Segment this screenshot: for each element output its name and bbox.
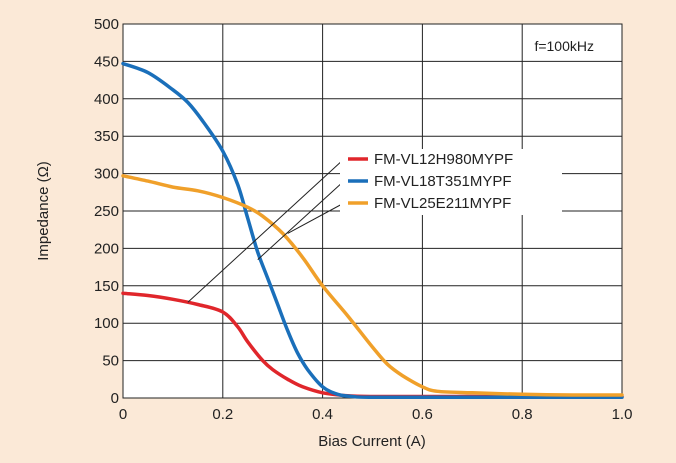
x-axis-label: Bias Current (A) bbox=[318, 433, 426, 450]
x-tick-label: 0.2 bbox=[212, 406, 233, 423]
y-tick-label: 100 bbox=[94, 315, 119, 332]
series-line-fm-vl18t351mypf bbox=[121, 61, 624, 400]
y-tick-label: 200 bbox=[94, 240, 119, 257]
y-tick-label: 500 bbox=[94, 16, 119, 33]
series-line-fm-vl25e211mypf bbox=[121, 174, 624, 397]
x-tick-label: 0.6 bbox=[412, 406, 433, 423]
y-tick-label: 400 bbox=[94, 91, 119, 108]
legend-label: FM-VL12H980MYPF bbox=[374, 151, 513, 168]
x-tick-label: 0 bbox=[119, 406, 127, 423]
legend-label: FM-VL25E211MYPF bbox=[374, 195, 511, 212]
y-axis-label: Impedance (Ω) bbox=[35, 161, 52, 261]
y-tick-label: 350 bbox=[94, 128, 119, 145]
y-tick-label: 250 bbox=[94, 203, 119, 220]
y-tick-label: 150 bbox=[94, 278, 119, 295]
annotation-frequency: f=100kHz bbox=[534, 38, 594, 54]
y-tick-label: 300 bbox=[94, 166, 119, 183]
y-tick-label: 50 bbox=[102, 353, 119, 370]
legend-background bbox=[340, 149, 562, 215]
y-tick-label: 450 bbox=[94, 53, 119, 70]
legend-label: FM-VL18T351MYPF bbox=[374, 173, 512, 190]
x-tick-label: 1.0 bbox=[612, 406, 633, 423]
legend-leader-line bbox=[187, 158, 345, 303]
x-tick-label: 0.8 bbox=[512, 406, 533, 423]
y-tick-label: 0 bbox=[111, 390, 119, 407]
legend-leader-line bbox=[257, 180, 345, 260]
x-tick-label: 0.4 bbox=[312, 406, 333, 423]
legend-leader-line bbox=[287, 202, 345, 234]
